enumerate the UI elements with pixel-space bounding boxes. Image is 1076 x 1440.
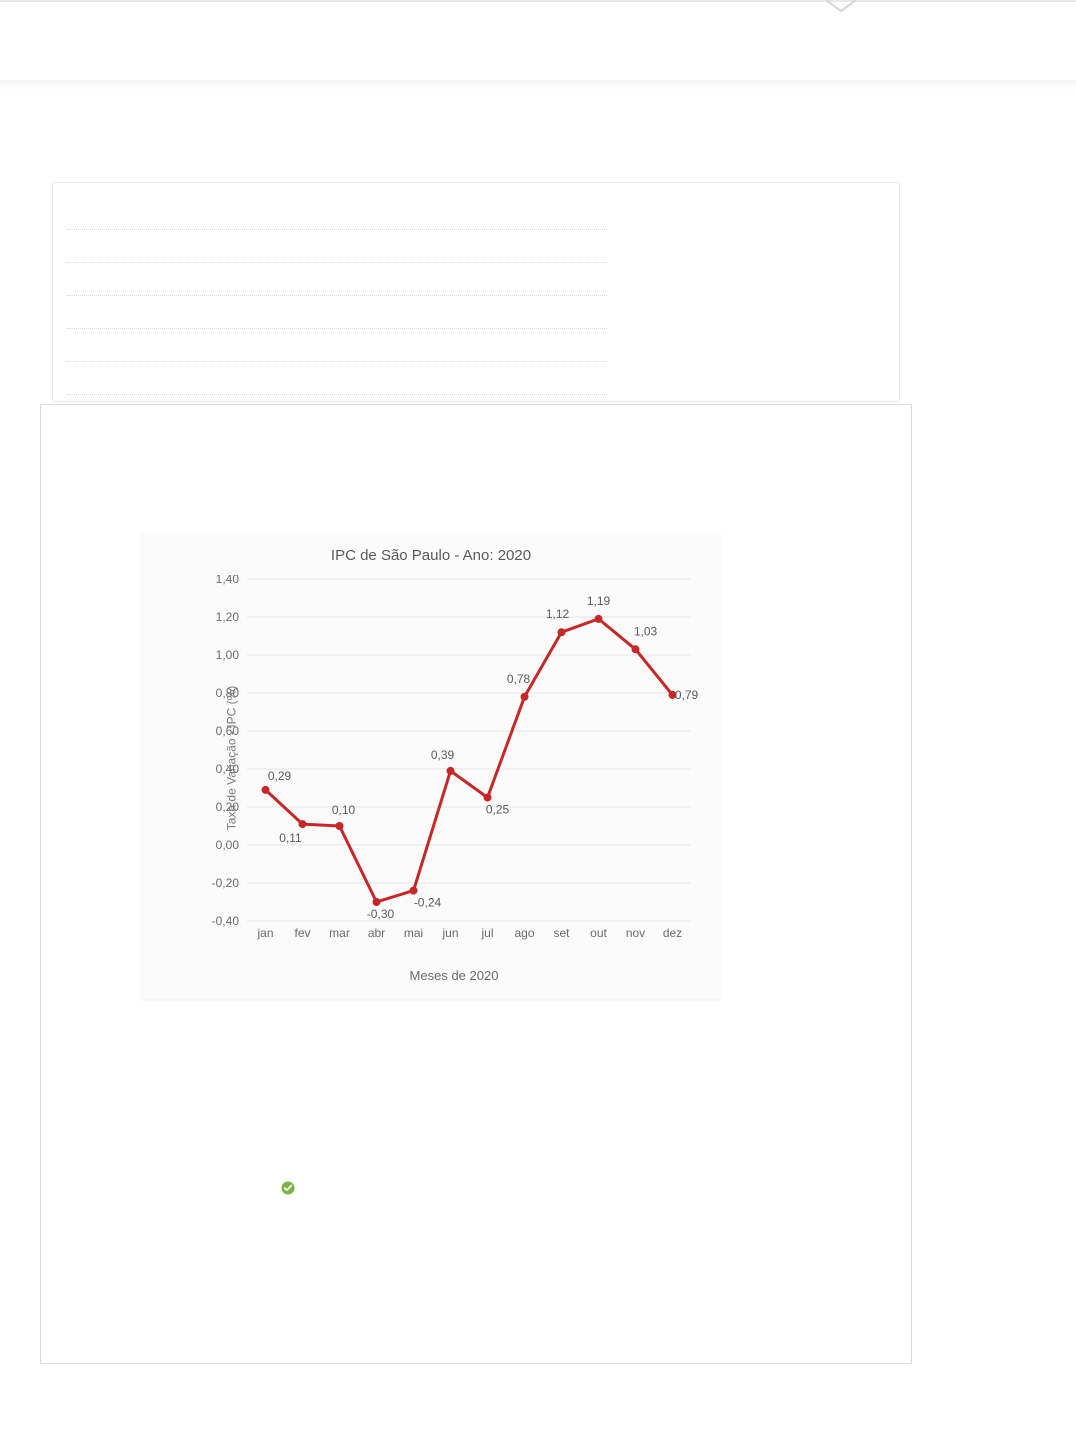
svg-text:0,29: 0,29	[268, 769, 292, 783]
rule-line	[67, 197, 607, 230]
svg-text:0,25: 0,25	[486, 803, 510, 817]
chart-container: IPC de São Paulo - Ano: 2020 Taxa de Var…	[141, 533, 721, 999]
svg-text:1,03: 1,03	[634, 624, 658, 638]
topbar-hairline	[0, 0, 1076, 2]
rule-line	[67, 296, 607, 329]
svg-text:out: out	[590, 926, 607, 940]
svg-text:mar: mar	[329, 926, 350, 940]
svg-text:1,19: 1,19	[587, 594, 611, 608]
chart-plot: Taxa de Variação - IPC (%) -0,40-0,200,0…	[207, 575, 701, 941]
svg-text:dez: dez	[663, 926, 682, 940]
rule-line	[67, 329, 607, 362]
svg-text:jun: jun	[441, 926, 458, 940]
svg-text:0,79: 0,79	[675, 688, 699, 702]
svg-text:1,12: 1,12	[546, 607, 570, 621]
svg-text:nov: nov	[626, 926, 645, 940]
chart-svg: -0,40-0,200,000,200,400,600,801,001,201,…	[207, 575, 701, 941]
svg-text:1,40: 1,40	[216, 575, 240, 586]
svg-text:0,39: 0,39	[431, 748, 455, 762]
svg-text:1,20: 1,20	[216, 610, 240, 624]
chart-section: IPC de São Paulo - Ano: 2020 Taxa de Var…	[40, 404, 912, 1364]
svg-text:abr: abr	[368, 926, 385, 940]
chart-xlabel: Meses de 2020	[207, 968, 701, 983]
blank-lined-card	[52, 182, 900, 402]
svg-text:jan: jan	[256, 926, 273, 940]
notch-decor	[826, 0, 856, 12]
chart-ylabel: Taxa de Variação - IPC (%)	[224, 686, 238, 831]
svg-text:-0,40: -0,40	[212, 914, 240, 928]
chart-title: IPC de São Paulo - Ano: 2020	[141, 533, 721, 564]
svg-text:-0,30: -0,30	[367, 907, 395, 921]
svg-text:0,78: 0,78	[507, 672, 531, 686]
check-icon	[281, 1181, 295, 1195]
svg-text:0,11: 0,11	[279, 831, 302, 845]
svg-text:fev: fev	[294, 926, 310, 940]
rule-line	[67, 230, 607, 263]
page-root: IPC de São Paulo - Ano: 2020 Taxa de Var…	[0, 0, 1076, 90]
svg-text:jul: jul	[480, 926, 493, 940]
rule-line	[67, 263, 607, 296]
svg-text:0,00: 0,00	[216, 838, 240, 852]
svg-text:1,00: 1,00	[216, 648, 240, 662]
svg-text:0,10: 0,10	[332, 803, 356, 817]
svg-text:-0,20: -0,20	[212, 876, 240, 890]
svg-text:ago: ago	[514, 926, 534, 940]
svg-text:mai: mai	[404, 926, 423, 940]
svg-text:set: set	[553, 926, 570, 940]
rule-line	[67, 362, 607, 395]
topbar-shadow	[0, 80, 1076, 90]
svg-text:-0,24: -0,24	[414, 896, 442, 910]
